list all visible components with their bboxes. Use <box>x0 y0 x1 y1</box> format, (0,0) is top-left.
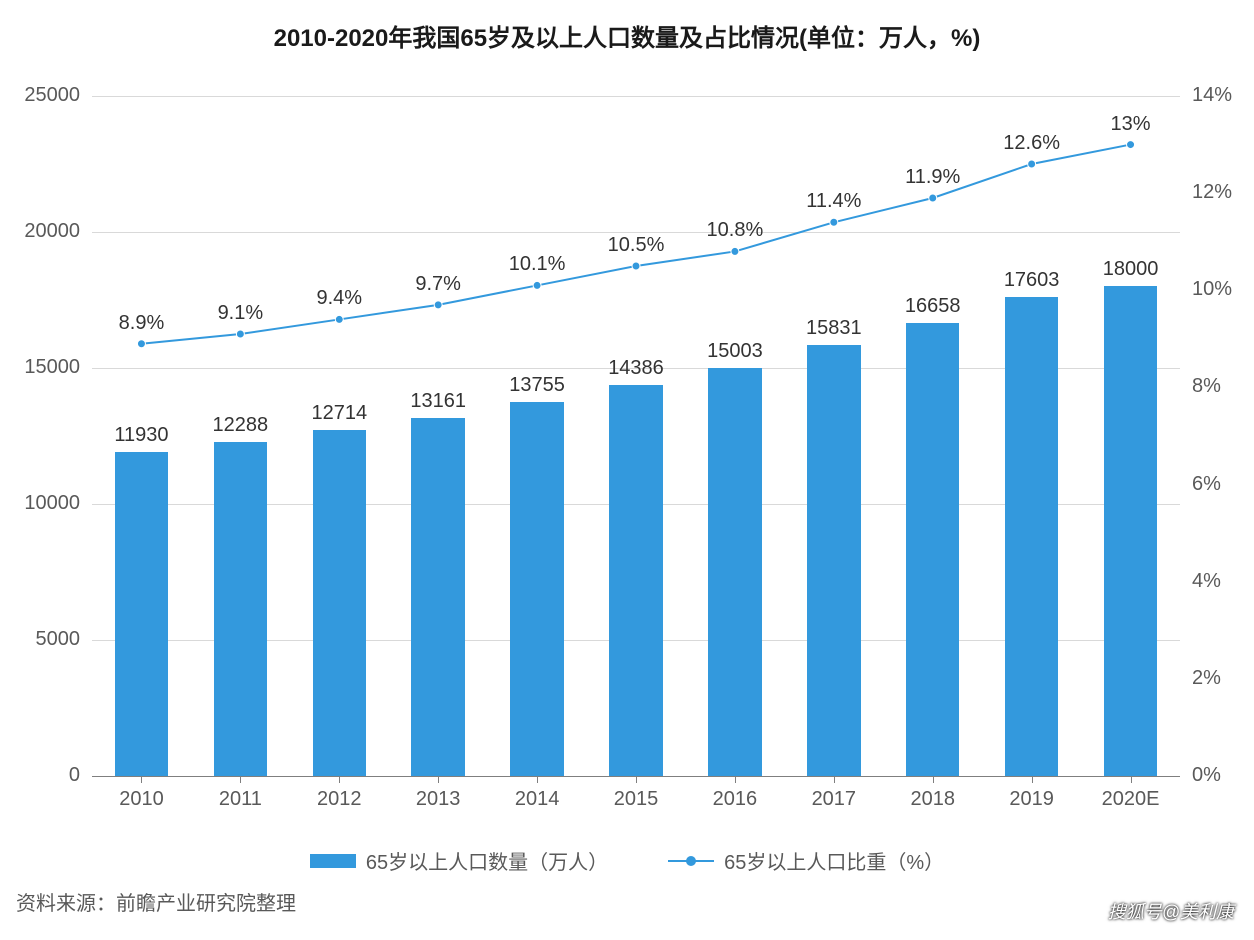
line-value-label: 8.9% <box>119 312 165 335</box>
y2-tick-label: 4% <box>1192 570 1221 593</box>
x-tick-label: 2011 <box>219 788 262 811</box>
x-tick <box>438 776 439 783</box>
x-tick <box>834 776 835 783</box>
x-tick <box>636 776 637 783</box>
watermark: 搜狐号@美利康 <box>1108 898 1234 924</box>
y2-tick-label: 0% <box>1192 764 1221 787</box>
legend-bar-label: 65岁以上人口数量（万人） <box>366 846 608 875</box>
y1-tick-label: 5000 <box>36 628 81 651</box>
y2-tick-label: 14% <box>1192 84 1232 107</box>
source-label: 资料来源：前瞻产业研究院整理 <box>16 887 296 916</box>
x-tick-label: 2020E <box>1102 788 1160 811</box>
y1-tick-label: 25000 <box>24 84 80 107</box>
line-value-label: 10.5% <box>608 234 665 257</box>
y1-tick-label: 15000 <box>24 356 80 379</box>
x-tick <box>339 776 340 783</box>
legend-bar-swatch <box>310 854 356 868</box>
chart-title: 2010-2020年我国65岁及以上人口数量及占比情况(单位：万人，%) <box>0 0 1254 53</box>
x-tick-label: 2010 <box>119 788 164 811</box>
x-tick-label: 2015 <box>614 788 659 811</box>
y2-tick-label: 12% <box>1192 181 1232 204</box>
line-value-label: 10.8% <box>707 219 764 242</box>
line-value-label: 10.1% <box>509 253 566 276</box>
y1-tick-label: 10000 <box>24 492 80 515</box>
line-value-label: 11.9% <box>905 166 960 189</box>
x-tick <box>141 776 142 783</box>
line-value-label: 12.6% <box>1003 132 1060 155</box>
line-value-label: 13% <box>1111 113 1151 136</box>
chart-legend: 65岁以上人口数量（万人） 65岁以上人口比重（%） <box>0 846 1254 875</box>
y2-tick-label: 2% <box>1192 667 1221 690</box>
x-tick-label: 2018 <box>910 788 955 811</box>
x-tick <box>735 776 736 783</box>
x-tick-label: 2019 <box>1009 788 1054 811</box>
x-tick-label: 2017 <box>812 788 857 811</box>
y1-tick-label: 20000 <box>24 220 80 243</box>
y1-tick-label: 0 <box>69 764 80 787</box>
line-value-label: 9.7% <box>415 273 461 296</box>
x-tick-label: 2013 <box>416 788 461 811</box>
line-value-label: 9.4% <box>316 287 362 310</box>
chart-plot-area: 05000100001500020000250000%2%4%6%8%10%12… <box>92 96 1180 776</box>
legend-line-swatch <box>668 860 714 862</box>
x-tick <box>537 776 538 783</box>
line-series <box>92 96 1180 776</box>
y2-tick-label: 8% <box>1192 375 1221 398</box>
line-value-label: 9.1% <box>218 302 264 325</box>
x-tick <box>1131 776 1132 783</box>
line-value-label: 11.4% <box>806 190 861 213</box>
y2-tick-label: 10% <box>1192 278 1232 301</box>
x-tick-label: 2014 <box>515 788 560 811</box>
legend-item-bar: 65岁以上人口数量（万人） <box>310 846 608 875</box>
y2-tick-label: 6% <box>1192 473 1221 496</box>
x-tick-label: 2012 <box>317 788 362 811</box>
legend-line-marker <box>686 856 696 866</box>
x-tick-label: 2016 <box>713 788 758 811</box>
x-tick <box>933 776 934 783</box>
legend-item-line: 65岁以上人口比重（%） <box>668 846 944 875</box>
legend-line-label: 65岁以上人口比重（%） <box>724 846 944 875</box>
x-tick <box>1032 776 1033 783</box>
x-tick <box>240 776 241 783</box>
